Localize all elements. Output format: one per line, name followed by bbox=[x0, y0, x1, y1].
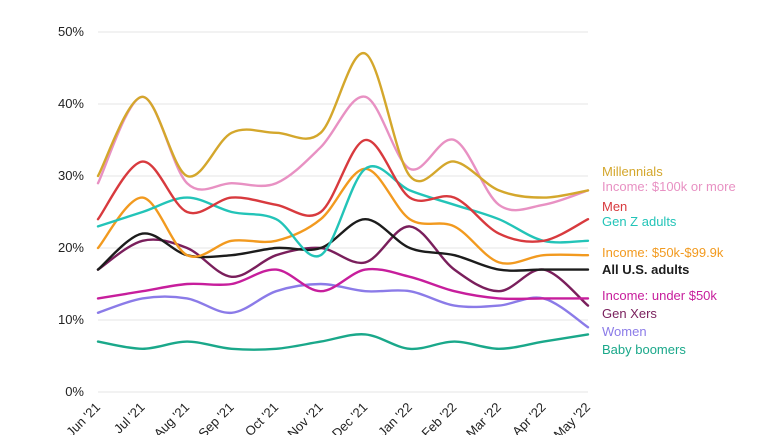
legend-label: Baby boomers bbox=[602, 342, 686, 357]
x-tick-label: Apr '22 bbox=[509, 400, 548, 435]
y-tick-label: 40% bbox=[58, 96, 84, 111]
x-tick-label: May '22 bbox=[551, 400, 594, 435]
x-tick-label: Jan '22 bbox=[375, 400, 415, 435]
legend-label: Gen Z adults bbox=[602, 214, 677, 229]
x-tick-label: Aug '21 bbox=[151, 400, 192, 435]
x-tick-label: Feb '22 bbox=[418, 400, 459, 435]
series-line-income-under-50k bbox=[96, 267, 590, 301]
series-line-men bbox=[96, 138, 590, 243]
x-axis-ticks: Jun '21 Jul '21 Aug '21 Sep '21 Oct '21 Nov '… bbox=[63, 400, 593, 435]
series-lines bbox=[96, 52, 590, 351]
x-tick-label: Oct '21 bbox=[242, 400, 281, 435]
series-line-millennials bbox=[96, 52, 590, 199]
x-tick-label: Dec '21 bbox=[329, 400, 370, 435]
x-tick-label: Jun '21 bbox=[63, 400, 103, 435]
series-line-gen-z-adults bbox=[96, 165, 590, 258]
legend-label: Income: $50k-$99.9k bbox=[602, 245, 724, 260]
legend-label: Income: under $50k bbox=[602, 288, 717, 303]
legend-label: All U.S. adults bbox=[602, 262, 689, 277]
series-line-baby-boomers bbox=[96, 333, 590, 351]
y-tick-label: 50% bbox=[58, 24, 84, 39]
series-line-women bbox=[96, 282, 590, 329]
series-line-gen-xers bbox=[96, 225, 590, 307]
x-tick-label: Nov '21 bbox=[284, 400, 325, 435]
series-line-income-50k-99-9k bbox=[96, 167, 590, 265]
y-tick-label: 30% bbox=[58, 168, 84, 183]
y-axis-ticks: 0% 10% 20% 30% 40% 50% bbox=[58, 24, 84, 399]
legend-label: Income: $100k or more bbox=[602, 179, 736, 194]
legend-label: Women bbox=[602, 324, 647, 339]
legend-label: Millennials bbox=[602, 164, 663, 179]
x-tick-label: Sep '21 bbox=[195, 400, 236, 435]
x-tick-label: Mar '22 bbox=[463, 400, 504, 435]
y-tick-label: 0% bbox=[65, 384, 84, 399]
legend-label: Gen Xers bbox=[602, 306, 657, 321]
x-tick-label: Jul '21 bbox=[111, 400, 148, 435]
y-tick-label: 10% bbox=[58, 312, 84, 327]
y-tick-label: 20% bbox=[58, 240, 84, 255]
legend-label: Men bbox=[602, 199, 627, 214]
